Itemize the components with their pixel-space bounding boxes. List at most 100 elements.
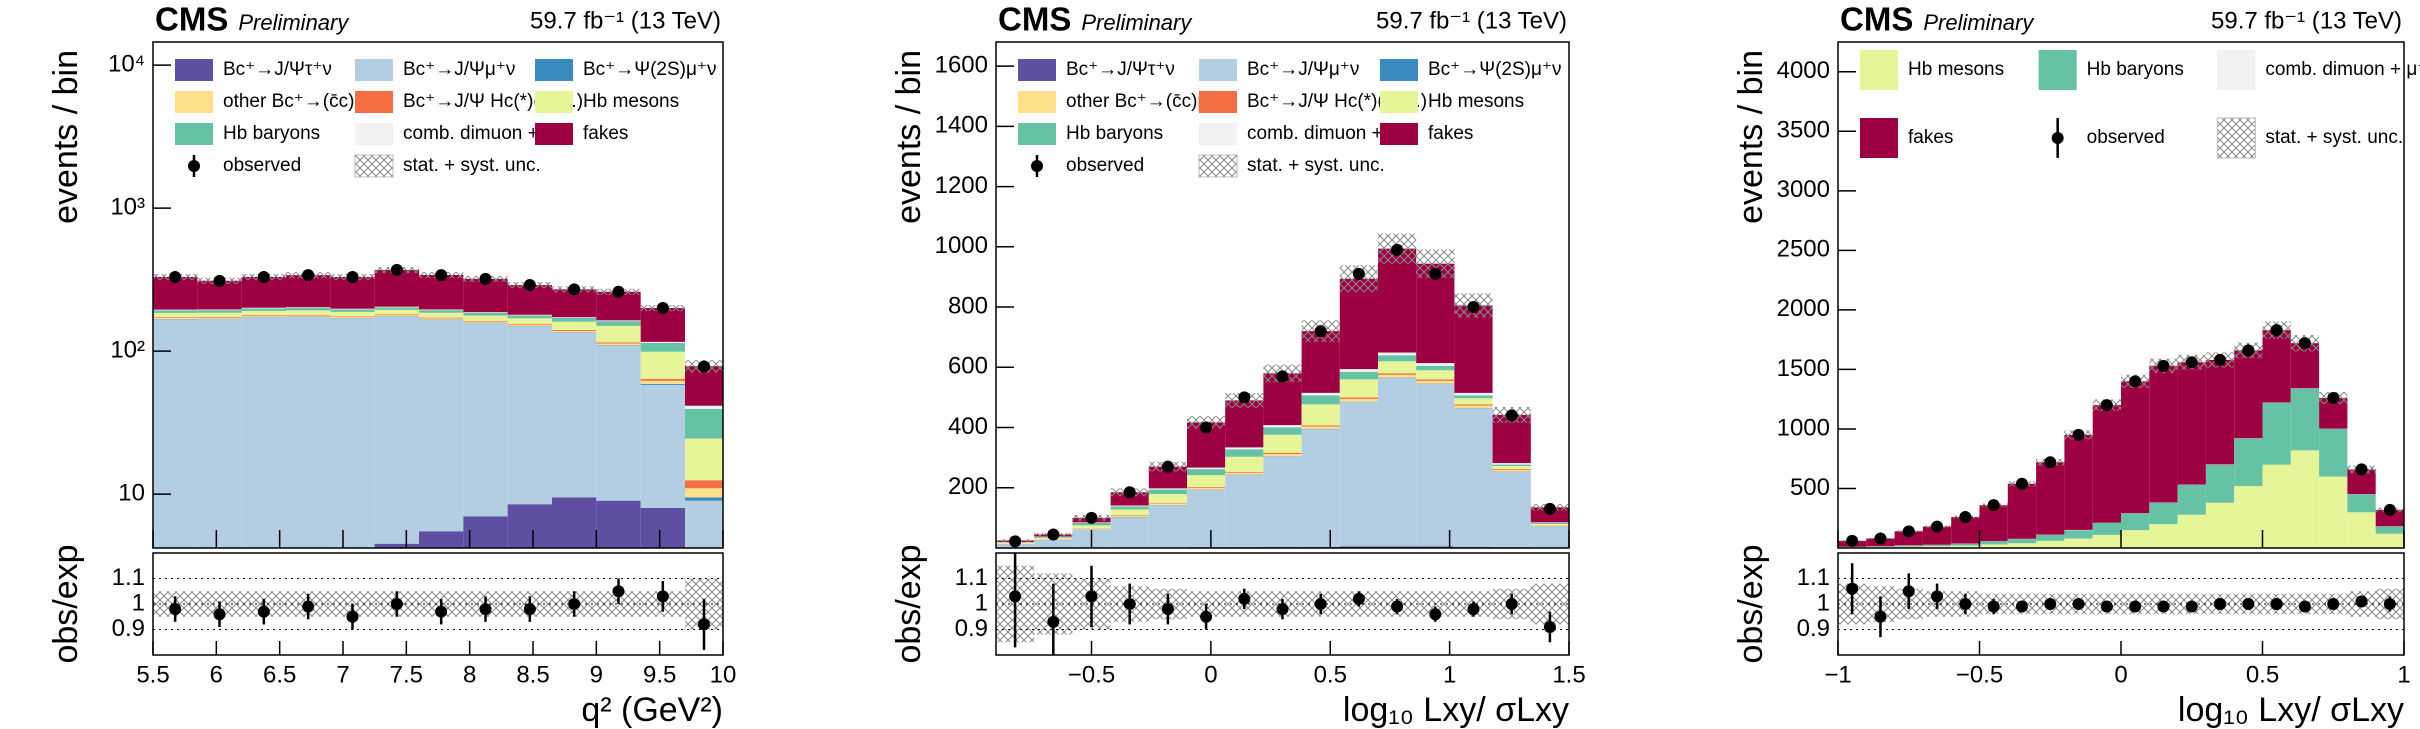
bar-segment xyxy=(1416,546,1455,548)
ratio-point xyxy=(1391,600,1404,613)
bar-segment xyxy=(374,314,419,316)
x-tick-label: 7.5 xyxy=(390,661,423,688)
frame xyxy=(995,41,1570,549)
observed-point xyxy=(1238,391,1251,404)
bar-segment xyxy=(2064,538,2093,548)
bar-segment xyxy=(1301,429,1340,547)
bar-segment xyxy=(374,306,419,308)
observed-point xyxy=(2072,428,2085,441)
bar-segment xyxy=(640,383,685,385)
bar-segment xyxy=(1187,488,1226,490)
y-tick-label: 3000 xyxy=(1777,176,1830,203)
bar-segment xyxy=(1492,414,1531,464)
legend-label: Bc⁺→J/Ψμ⁺ν xyxy=(1247,59,1359,80)
legend-label: comb. dimuon + μ⁺ xyxy=(1247,123,1409,144)
bar-segment xyxy=(1378,361,1417,374)
bar-segment xyxy=(1922,546,1952,548)
x-tick-label: 8 xyxy=(463,661,476,688)
bar-segment xyxy=(552,332,597,498)
bar-segment xyxy=(153,310,198,313)
bar-segment xyxy=(640,380,685,384)
observed-point xyxy=(2383,503,2396,516)
observed-point xyxy=(2100,399,2113,412)
bar-segment xyxy=(1416,383,1455,547)
bar-segment xyxy=(1339,397,1378,399)
bar-segment xyxy=(197,309,242,311)
bar-segment xyxy=(1301,395,1340,405)
ratio-point xyxy=(1200,610,1213,623)
ratio-point xyxy=(1987,600,2000,613)
bar-segment xyxy=(2319,428,2348,477)
bar-segment xyxy=(241,307,286,309)
observed-point xyxy=(698,360,710,373)
bar-segment xyxy=(2149,365,2178,503)
bar-segment xyxy=(1416,365,1455,371)
legend-label: Bc⁺→J/Ψμ⁺ν xyxy=(403,59,515,80)
y-tick-label: 1000 xyxy=(935,232,988,259)
bar-segment xyxy=(2347,512,2376,548)
bar-segment xyxy=(507,504,552,548)
legend-label: Bc⁺→J/Ψτ⁺ν xyxy=(1066,59,1175,80)
bar-segment xyxy=(1492,471,1531,548)
ratio-point xyxy=(1846,582,1859,595)
bar-segment xyxy=(1148,503,1187,505)
bar-segment xyxy=(153,312,198,318)
legend-swatch xyxy=(354,154,394,178)
bar-segment xyxy=(1301,392,1340,396)
ratio-tick-label: 1 xyxy=(1817,589,1830,616)
luminosity: 59.7 fb⁻¹ (13 TeV) xyxy=(530,7,721,34)
bar-segment xyxy=(552,329,597,331)
ratio-tick-label: 0.9 xyxy=(955,615,988,642)
bar-segment xyxy=(685,488,723,498)
bar-segment xyxy=(2290,450,2320,548)
bar-segment xyxy=(1339,278,1378,370)
bar-segment xyxy=(1301,426,1340,430)
bar-segment xyxy=(286,314,331,316)
ratio-point xyxy=(1931,590,1944,603)
bar-segment xyxy=(2234,438,2263,487)
bar-segment xyxy=(1225,472,1264,475)
bar-segment xyxy=(1263,434,1302,453)
legend-label: Hb baryons xyxy=(223,123,320,144)
y-tick-label: 1500 xyxy=(1777,355,1830,382)
bar-segment xyxy=(1339,398,1378,402)
ratio-point xyxy=(1467,603,1480,616)
luminosity: 59.7 fb⁻¹ (13 TeV) xyxy=(2211,7,2402,34)
ratio-point xyxy=(435,605,448,618)
observed-point xyxy=(2044,456,2057,469)
bar-segment xyxy=(286,316,331,548)
bar-segment xyxy=(463,312,508,316)
legend-label: comb. dimuon + μ⁺ xyxy=(403,123,565,144)
ratio-point xyxy=(2355,595,2368,608)
bar-segment xyxy=(463,323,508,517)
x-tick-label: 8.5 xyxy=(516,661,549,688)
observed-point xyxy=(2327,391,2340,404)
y-tick-label: 1200 xyxy=(935,172,988,199)
bar-segment xyxy=(197,316,242,318)
bar-segment xyxy=(1416,263,1455,364)
bar-segment xyxy=(1225,471,1264,473)
observed-point xyxy=(1314,325,1327,338)
ratio-tick-label: 1 xyxy=(975,589,988,616)
bar-segment xyxy=(640,351,685,379)
bar-segment xyxy=(552,317,597,322)
bar-segment xyxy=(1225,400,1264,448)
bar-segment xyxy=(330,308,375,310)
ratio-plot xyxy=(1838,563,2404,638)
bar-segment xyxy=(1187,487,1226,489)
bar-segment xyxy=(1894,531,1923,546)
observed-point xyxy=(2185,356,2198,369)
bar-segment xyxy=(2262,330,2291,403)
observed-point xyxy=(523,278,536,291)
ratio-axis-title: obs/exp xyxy=(47,544,85,663)
bar-segment xyxy=(1454,398,1493,405)
legend-label: Hb mesons xyxy=(583,91,679,112)
observed-point xyxy=(302,269,315,282)
bar-segment xyxy=(1072,523,1111,526)
ratio-point xyxy=(169,603,182,616)
bar-segment xyxy=(1416,379,1455,381)
ratio-tick-label: 0.9 xyxy=(1797,615,1830,642)
legend-label: fakes xyxy=(1428,123,1473,144)
bar-segment xyxy=(153,317,198,319)
